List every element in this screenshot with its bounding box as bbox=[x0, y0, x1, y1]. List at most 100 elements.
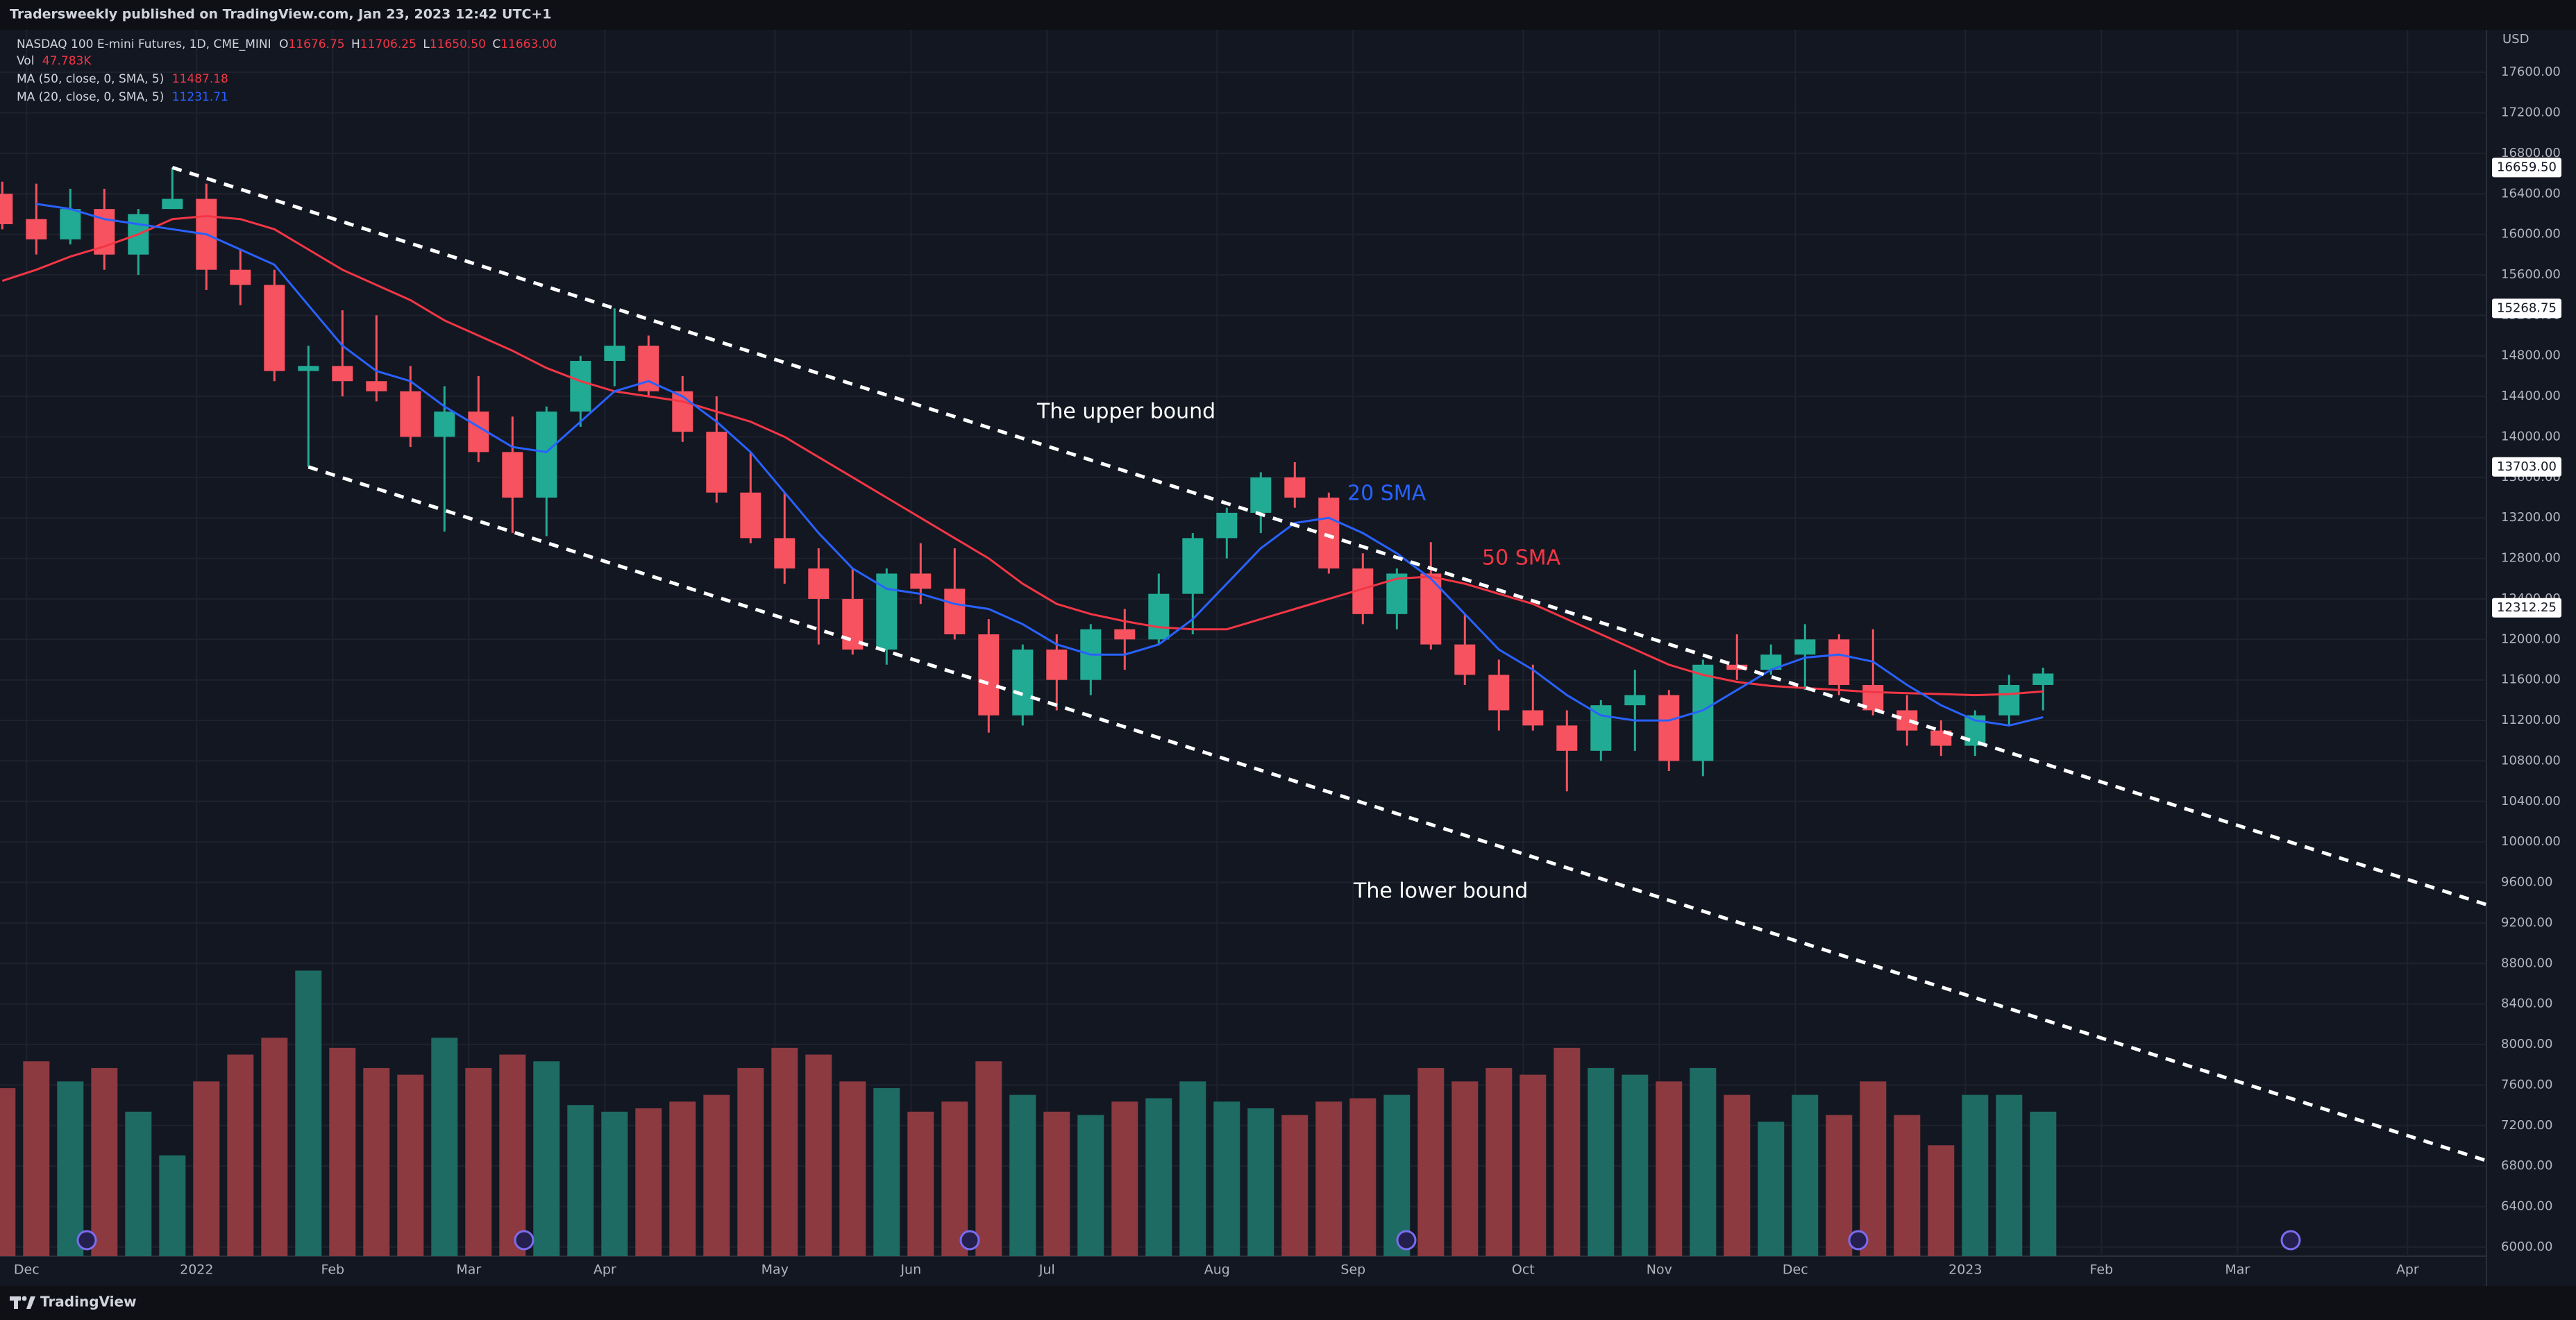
candle-body bbox=[60, 209, 81, 239]
y-tick-label: 10400.00 bbox=[2501, 794, 2561, 809]
x-tick-label: Jun bbox=[900, 1262, 921, 1278]
x-tick-label: Dec bbox=[1783, 1262, 1808, 1278]
volume-bar bbox=[1996, 1094, 2023, 1256]
x-tick-label: Aug bbox=[1204, 1262, 1230, 1278]
candle-body bbox=[1556, 725, 1578, 751]
volume-bar bbox=[1860, 1081, 1887, 1256]
volume-bar bbox=[397, 1074, 424, 1256]
candle-body bbox=[1998, 684, 2020, 716]
y-tick-label: 8800.00 bbox=[2501, 956, 2552, 970]
y-tick-label: 12800.00 bbox=[2501, 551, 2561, 566]
candle-body bbox=[944, 589, 966, 635]
ohlc-key: L bbox=[423, 37, 430, 51]
candle-body bbox=[910, 573, 932, 589]
candle-body bbox=[1794, 639, 1816, 655]
y-tick-label: 8000.00 bbox=[2501, 1037, 2552, 1051]
candle-body bbox=[1760, 654, 1782, 670]
volume-bar bbox=[193, 1081, 220, 1256]
volume-bar bbox=[1519, 1074, 1547, 1256]
ohlc-key: O bbox=[279, 37, 288, 51]
volume-bar bbox=[635, 1108, 662, 1256]
y-tick-label: 6400.00 bbox=[2501, 1199, 2552, 1213]
event-marker bbox=[514, 1230, 534, 1251]
annotation: The lower bound bbox=[1353, 879, 1528, 904]
volume-bar bbox=[703, 1094, 730, 1256]
price-label: 16659.50 bbox=[2497, 160, 2557, 174]
volume-bar bbox=[295, 970, 322, 1256]
volume-bar bbox=[1792, 1094, 1819, 1256]
candle-body bbox=[298, 366, 319, 371]
plot-area bbox=[0, 166, 2486, 1256]
symbol: NASDAQ 100 E-mini Futures, 1D, CME_MINI bbox=[17, 37, 271, 51]
candle-body bbox=[672, 391, 693, 432]
y-tick-label: 14400.00 bbox=[2501, 389, 2561, 403]
legend-value: 47.783K bbox=[42, 54, 92, 68]
y-tick-label: 11600.00 bbox=[2501, 672, 2561, 687]
y-tick-label: 9600.00 bbox=[2501, 875, 2552, 890]
bottom-bar bbox=[0, 1286, 2576, 1320]
logo-part bbox=[22, 1296, 27, 1301]
volume-bar bbox=[1622, 1074, 1649, 1256]
volume-bar bbox=[1145, 1098, 1172, 1256]
volume-bar bbox=[533, 1061, 560, 1256]
candle-body bbox=[366, 381, 387, 391]
y-tick-label: 7200.00 bbox=[2501, 1118, 2552, 1133]
volume-bar bbox=[1009, 1094, 1036, 1256]
candle-body bbox=[230, 269, 251, 285]
candle-body bbox=[1454, 644, 1476, 675]
volume-bar bbox=[1111, 1101, 1138, 1256]
brand: TradingView bbox=[40, 1294, 137, 1310]
candle-body bbox=[1896, 710, 1918, 731]
volume-bar bbox=[23, 1061, 50, 1256]
price-label: 12312.25 bbox=[2497, 600, 2557, 615]
volume-bar bbox=[1451, 1081, 1479, 1256]
candle-body bbox=[162, 198, 183, 210]
currency: USD bbox=[2502, 32, 2529, 46]
volume-bar bbox=[1554, 1047, 1581, 1256]
y-tick-label: 8400.00 bbox=[2501, 997, 2552, 1011]
annotation: The upper bound bbox=[1036, 400, 1215, 424]
y-tick-label: 17600.00 bbox=[2501, 65, 2561, 79]
volume-bar bbox=[2030, 1111, 2057, 1256]
axes: 6000.00 6400.00 6800.00 7200.00 7600.00 8000.… bbox=[14, 65, 2561, 1278]
y-tick-label: 14000.00 bbox=[2501, 429, 2561, 443]
volume-bar bbox=[907, 1111, 934, 1256]
trend-line bbox=[171, 166, 2486, 906]
price-label: 13703.00 bbox=[2497, 459, 2557, 474]
volume-bar bbox=[771, 1047, 798, 1256]
x-tick-label: Feb bbox=[2089, 1262, 2113, 1278]
ohlc-value: 11706.25 bbox=[360, 37, 416, 51]
candle-body bbox=[1522, 710, 1544, 726]
x-tick-label: Sep bbox=[1340, 1262, 1365, 1278]
y-tick-label: 14800.00 bbox=[2501, 348, 2561, 363]
volume-bar bbox=[91, 1067, 118, 1256]
volume-bar bbox=[1383, 1094, 1411, 1256]
candle-body bbox=[502, 452, 523, 498]
candle-body bbox=[808, 568, 830, 599]
publisher: Tradersweekly published on TradingView.c… bbox=[10, 7, 552, 22]
candle-body bbox=[604, 346, 625, 362]
x-tick-label: Apr bbox=[594, 1262, 616, 1278]
volume-bar bbox=[873, 1088, 900, 1256]
legend-value: 11231.71 bbox=[172, 90, 228, 104]
x-tick-label: 2022 bbox=[180, 1262, 213, 1278]
candle-body bbox=[434, 411, 455, 437]
volume-bar bbox=[431, 1038, 458, 1256]
volume-bar bbox=[1485, 1067, 1513, 1256]
y-tick-label: 12000.00 bbox=[2501, 632, 2561, 646]
candle-body bbox=[1488, 675, 1510, 711]
volume-bar bbox=[1349, 1098, 1377, 1256]
volume-bar bbox=[1281, 1115, 1308, 1256]
volume-bar bbox=[1962, 1094, 1989, 1256]
volume-bar bbox=[1656, 1081, 1683, 1256]
y-tick-label: 11200.00 bbox=[2501, 713, 2561, 727]
volume-bar bbox=[1247, 1108, 1274, 1256]
volume-bar bbox=[975, 1061, 1002, 1256]
legend-value: 11487.18 bbox=[172, 72, 228, 86]
volume-bar bbox=[465, 1067, 492, 1256]
candle-body bbox=[1114, 629, 1136, 640]
event-marker bbox=[76, 1230, 97, 1251]
x-tick-label: Mar bbox=[456, 1262, 481, 1278]
candle-body bbox=[1148, 593, 1170, 640]
